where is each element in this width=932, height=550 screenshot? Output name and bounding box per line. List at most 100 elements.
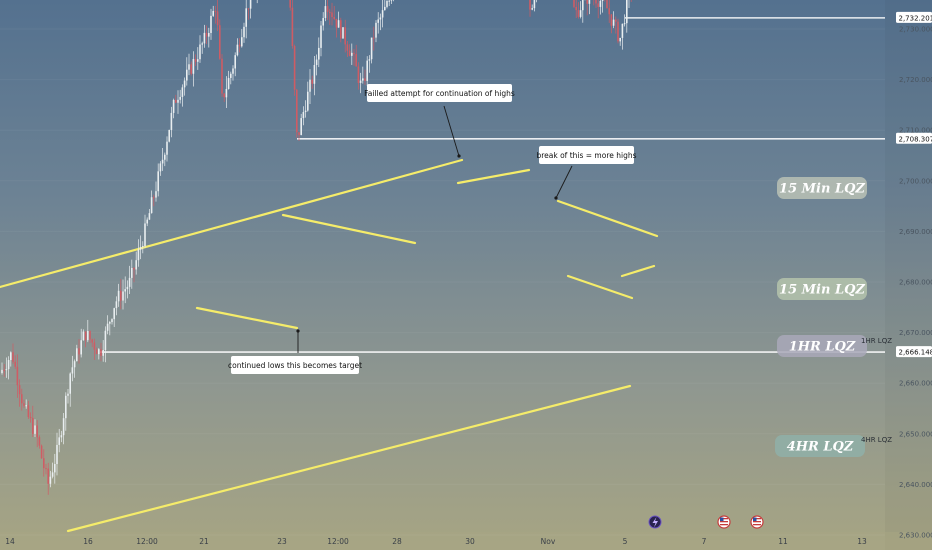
upper-wedge-line bbox=[281, 213, 417, 245]
candle-body bbox=[115, 301, 118, 309]
candle-body bbox=[377, 19, 379, 23]
candle-body bbox=[249, 0, 252, 9]
candle-body bbox=[232, 68, 234, 74]
candle-body bbox=[199, 44, 201, 60]
candle-body bbox=[36, 425, 38, 438]
candle-body bbox=[329, 11, 331, 13]
candle-body bbox=[326, 6, 329, 12]
candle-body bbox=[188, 64, 190, 70]
candle-body bbox=[302, 112, 305, 119]
candle-body bbox=[192, 58, 195, 74]
candle-body bbox=[166, 141, 168, 155]
zone-label-4hr-bg bbox=[775, 435, 865, 457]
candle-body bbox=[307, 91, 309, 111]
candle-body bbox=[311, 79, 313, 84]
candle-body bbox=[45, 468, 47, 470]
y-tick-label: 2,680.000 bbox=[899, 279, 932, 287]
candle-body bbox=[82, 331, 85, 341]
candle-body bbox=[47, 468, 49, 484]
candle-body bbox=[623, 23, 626, 25]
candle-body bbox=[375, 22, 377, 38]
zone-label-1hr-bg bbox=[777, 335, 867, 357]
channel-upper-trendline bbox=[0, 158, 464, 289]
candle-body bbox=[23, 403, 25, 406]
candle-body bbox=[10, 352, 12, 361]
candle-body bbox=[148, 213, 151, 220]
candle-body bbox=[126, 286, 129, 290]
candle-body bbox=[355, 54, 357, 67]
candle-body bbox=[91, 339, 93, 343]
candle-body bbox=[205, 32, 208, 37]
candle-body bbox=[353, 52, 355, 55]
candle-body bbox=[221, 58, 223, 94]
y-tick-label: 2,710.000 bbox=[899, 127, 932, 135]
high-support-line bbox=[456, 168, 531, 185]
candle-body bbox=[58, 437, 60, 445]
candle-body bbox=[98, 349, 100, 355]
candle-body bbox=[78, 348, 80, 355]
candle-body bbox=[384, 6, 386, 11]
candle-body bbox=[208, 32, 210, 37]
y-tick-label: 2,650.000 bbox=[899, 430, 932, 438]
candle-body bbox=[531, 8, 533, 10]
candle-body bbox=[348, 50, 351, 56]
candle-body bbox=[621, 23, 624, 38]
small-label-4hr: 4HR LQZ bbox=[861, 436, 892, 444]
candle-body bbox=[67, 393, 69, 396]
candle-body bbox=[128, 277, 131, 287]
candle-body bbox=[21, 394, 23, 404]
candle-body bbox=[113, 308, 115, 320]
candle-body bbox=[161, 159, 164, 164]
zone-label-1hr: 1HR LQZ bbox=[789, 340, 856, 355]
candle-body bbox=[117, 290, 120, 302]
candle-body bbox=[71, 367, 74, 374]
candle-body bbox=[14, 361, 16, 367]
event-icons bbox=[648, 515, 764, 529]
note-break-of-this: break of this = more highs bbox=[536, 151, 636, 160]
candle-body bbox=[612, 19, 615, 26]
candle-body bbox=[579, 10, 582, 17]
candle-body bbox=[577, 10, 580, 17]
note-continued-lows: continued lows this becomes target bbox=[228, 361, 362, 370]
candle-body bbox=[289, 0, 291, 8]
candle-body bbox=[29, 417, 32, 419]
candle-body bbox=[102, 350, 104, 356]
y-tick-label: 2,690.000 bbox=[899, 228, 932, 236]
candle-body bbox=[599, 0, 602, 7]
candle-body bbox=[150, 197, 153, 214]
candle-body bbox=[210, 15, 212, 33]
zone-label-4hr: 4HR LQZ bbox=[787, 440, 854, 455]
candle-body bbox=[137, 249, 140, 261]
candle-body bbox=[331, 12, 333, 18]
candle-body bbox=[234, 55, 236, 69]
candle-body bbox=[131, 267, 133, 278]
candle-body bbox=[124, 289, 126, 292]
note-failed-attempt: Failled attempt for continuation of high… bbox=[364, 89, 515, 98]
us-flag-stripe bbox=[753, 524, 761, 526]
x-tick-label: 30 bbox=[465, 537, 475, 546]
x-tick-label: 12:00 bbox=[136, 537, 158, 546]
us-flag-icon bbox=[753, 517, 757, 521]
candle-body bbox=[170, 112, 173, 130]
candle-body bbox=[315, 59, 318, 66]
x-tick-label: 11 bbox=[778, 537, 788, 546]
candle-body bbox=[293, 46, 296, 90]
y-tick-label: 2,700.000 bbox=[899, 177, 932, 185]
candle-body bbox=[139, 247, 142, 250]
candle-body bbox=[197, 59, 199, 62]
candle-body bbox=[109, 322, 111, 324]
candle-body bbox=[179, 96, 181, 100]
candle-body bbox=[159, 163, 162, 172]
candle-body bbox=[320, 25, 322, 48]
candle-body bbox=[595, 0, 597, 4]
x-tick-label: 16 bbox=[83, 537, 93, 546]
candle-body bbox=[135, 260, 137, 270]
candle-body bbox=[38, 437, 41, 446]
candle-body bbox=[203, 32, 206, 44]
candle-body bbox=[333, 17, 335, 19]
candle-body bbox=[122, 291, 124, 301]
candle-body bbox=[300, 118, 302, 135]
x-tick-label: 14 bbox=[5, 537, 15, 546]
